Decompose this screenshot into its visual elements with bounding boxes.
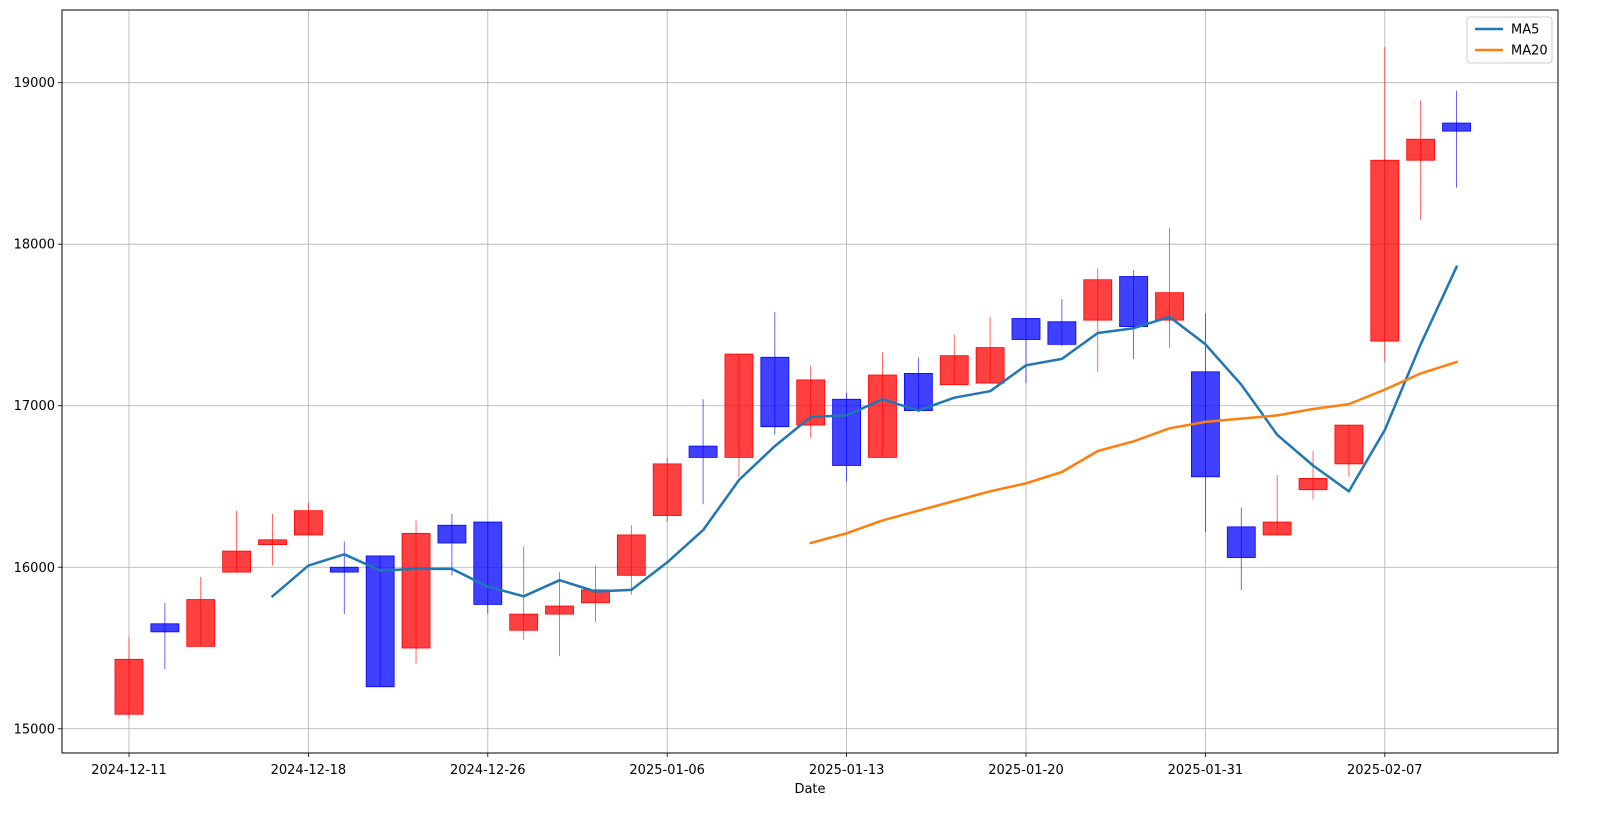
ma20-line — [809, 360, 1459, 545]
candle-body — [581, 589, 610, 604]
candle-body — [1226, 526, 1256, 558]
x-tick-label: 2025-01-06 — [629, 763, 705, 778]
legend-label: MA5 — [1511, 23, 1539, 38]
x-axis-label: Date — [794, 782, 825, 797]
candle-body — [1119, 276, 1149, 327]
legend: MA5 MA20 — [1466, 16, 1553, 64]
x-tick-label: 2024-12-11 — [91, 763, 167, 778]
candle-body — [1083, 279, 1113, 321]
grid — [62, 10, 1558, 753]
candle-body — [1262, 521, 1292, 536]
candle-body — [473, 521, 503, 605]
candle-body — [222, 550, 252, 573]
candle-body — [1011, 318, 1041, 340]
x-tick-label: 2025-02-07 — [1347, 763, 1423, 778]
candle-body — [1334, 424, 1364, 465]
candle-body — [616, 534, 646, 576]
candle-body — [401, 532, 431, 649]
candle-body — [258, 539, 287, 546]
candle-body — [652, 463, 682, 516]
y-tick-label: 19000 — [14, 76, 55, 91]
ma5-line — [270, 265, 1459, 599]
plot-frame — [61, 9, 1559, 754]
candle-body — [1155, 292, 1184, 321]
candle-body — [545, 605, 574, 615]
candle-body — [329, 566, 359, 573]
x-tick-label: 2024-12-26 — [450, 763, 526, 778]
candle-body — [1047, 321, 1077, 345]
axis-ticks: 15000 16000 17000 18000 19000 2024-12-11 2024-… — [14, 76, 1423, 778]
candle-body — [114, 658, 144, 715]
candle-body — [832, 398, 861, 466]
candle-body — [688, 445, 718, 458]
candle-body — [1298, 478, 1328, 491]
x-tick-label: 2025-01-13 — [809, 763, 885, 778]
candle-wicks — [128, 47, 1457, 720]
candle-body — [939, 355, 969, 386]
candle-body — [1406, 138, 1436, 161]
x-tick-label: 2025-01-20 — [988, 763, 1064, 778]
candle-body — [975, 347, 1005, 384]
y-tick-label: 15000 — [14, 722, 55, 737]
candle-body — [760, 356, 790, 428]
x-tick-label: 2024-12-18 — [271, 763, 347, 778]
legend-label: MA20 — [1511, 44, 1548, 59]
candle-body — [509, 613, 539, 631]
candle-body — [868, 374, 897, 458]
candle-body — [903, 373, 933, 411]
y-tick-label: 16000 — [14, 561, 55, 576]
candle-body — [1442, 122, 1471, 132]
candle-body — [150, 623, 180, 633]
y-tick-label: 17000 — [14, 399, 55, 414]
x-tick-label: 2025-01-31 — [1168, 763, 1244, 778]
candle-body — [186, 599, 216, 647]
candle-body — [293, 510, 323, 536]
candle-body — [1370, 159, 1400, 342]
candle-body — [724, 353, 754, 458]
candle-bodies — [114, 122, 1471, 715]
y-tick-label: 18000 — [14, 238, 55, 253]
candle-body — [365, 555, 395, 688]
moving-average-lines — [270, 265, 1459, 599]
candle-body — [437, 524, 467, 544]
